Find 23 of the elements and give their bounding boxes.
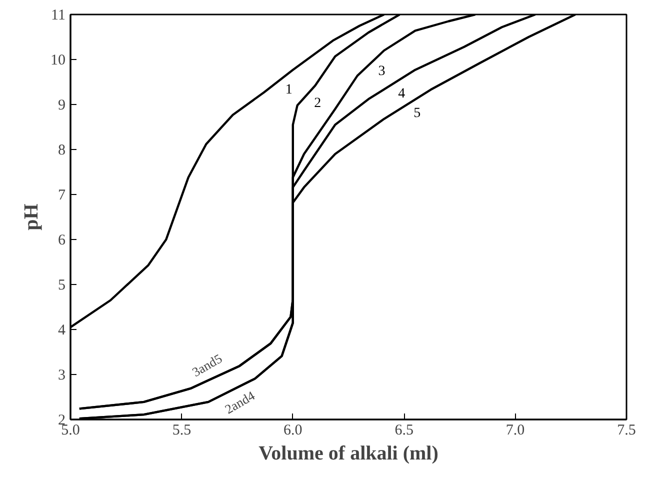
series-label: 5 xyxy=(414,106,421,122)
x-tick-label: 7.0 xyxy=(506,422,525,438)
x-tick-label: 6.0 xyxy=(284,422,302,438)
series-label: 3 xyxy=(378,64,386,79)
series-label: 4 xyxy=(398,86,406,102)
x-tick-label: 6.5 xyxy=(394,422,414,438)
y-tick-label: 3 xyxy=(58,368,66,384)
y-tick-label: 11 xyxy=(51,8,66,24)
x-tick-label: 5.5 xyxy=(172,422,192,438)
x-tick-label: 5.0 xyxy=(61,422,80,438)
y-tick-label: 10 xyxy=(50,52,66,68)
x-axis-title: Volume of alkali (ml) xyxy=(258,442,438,464)
y-tick-label: 8 xyxy=(58,142,66,158)
y-tick-label: 6 xyxy=(58,232,66,248)
y-tick-label: 4 xyxy=(58,322,66,338)
annotation: 3and5 xyxy=(190,350,225,380)
y-axis-title: pH xyxy=(20,203,42,230)
y-tick-label: 5 xyxy=(58,278,66,294)
series-label: 2 xyxy=(314,96,322,111)
x-tick-label: 7.5 xyxy=(617,422,636,438)
series-label: 1 xyxy=(285,82,292,98)
y-tick-label: 7 xyxy=(58,188,66,204)
y-tick-label: 9 xyxy=(58,98,66,114)
